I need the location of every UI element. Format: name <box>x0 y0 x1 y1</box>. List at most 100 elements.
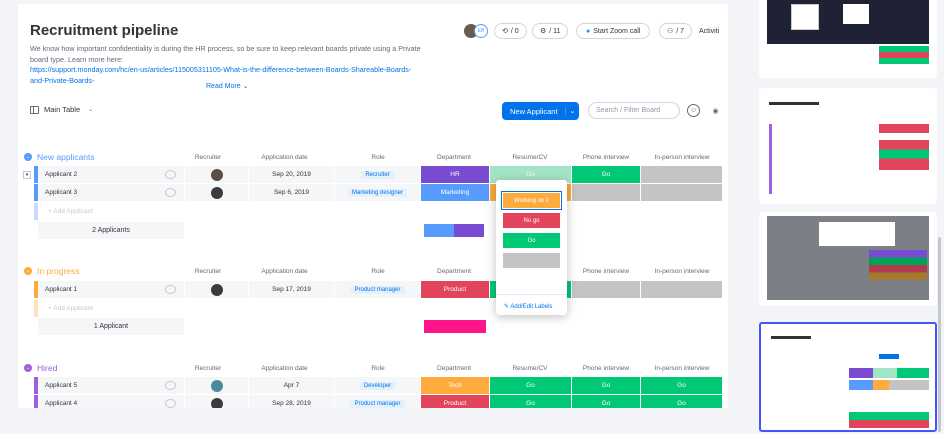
role-cell[interactable]: Developer <box>334 377 420 394</box>
resume-status-cell[interactable]: Go <box>489 395 571 408</box>
group-chevron-icon[interactable]: ⌄ <box>24 267 32 275</box>
favorite-star-icon[interactable]: ☆ <box>162 24 174 39</box>
department-cell[interactable]: Product <box>420 395 489 408</box>
table-row[interactable]: Applicant 1 Sep 17, 2019 Product manager… <box>34 281 728 298</box>
recruiter-cell[interactable] <box>184 184 248 201</box>
column-header-recruiter[interactable]: Recruiter <box>194 268 222 275</box>
person-filter-icon[interactable]: ☺ <box>687 104 700 117</box>
status-option-working-on-it[interactable]: Working on it <box>501 191 562 210</box>
updates-bubble-icon[interactable] <box>165 170 176 179</box>
add-item-row[interactable]: + Add Applicant <box>34 300 728 317</box>
item-name[interactable]: Applicant 5 <box>38 377 184 394</box>
activity-tab[interactable]: Activiti <box>699 27 720 35</box>
resume-status-cell[interactable]: Go <box>489 377 571 394</box>
column-header-phone-interview[interactable]: Phone interview <box>582 365 630 372</box>
chevron-down-icon[interactable]: ⌄ <box>565 107 579 115</box>
phone-status-cell[interactable]: Go <box>571 377 640 394</box>
updates-bubble-icon[interactable] <box>165 188 176 197</box>
date-cell[interactable]: Sep 17, 2019 <box>248 281 334 298</box>
table-row[interactable]: Applicant 5 Apr 7 Developer Tech Go Go G… <box>34 377 728 394</box>
column-header-inperson-interview[interactable]: In-person interview <box>654 268 710 275</box>
date-cell[interactable]: Sep 20, 2019 <box>248 166 334 183</box>
column-header-application-date[interactable]: Application date <box>261 154 308 161</box>
inperson-status-cell[interactable] <box>640 184 722 201</box>
status-option-blank[interactable] <box>503 253 560 268</box>
recruiter-cell[interactable] <box>184 166 248 183</box>
role-cell[interactable]: Product manager <box>334 395 420 408</box>
column-header-department[interactable]: Department <box>437 268 471 275</box>
edit-labels-button[interactable]: ✎ Add/Edit Labels <box>504 304 553 310</box>
phone-status-cell[interactable]: Go <box>571 166 640 183</box>
inperson-status-cell[interactable] <box>640 281 722 298</box>
role-cell[interactable]: Marketing designer <box>334 184 420 201</box>
item-name[interactable]: Applicant 3 <box>38 184 184 201</box>
thumbnail-3[interactable] <box>759 212 937 306</box>
table-row[interactable]: Applicant 3 Sep 6, 2019 Marketing design… <box>34 184 728 201</box>
group-title-in-progress[interactable]: ⌄ In progress <box>24 266 80 276</box>
column-header-phone-interview[interactable]: Phone interview <box>582 154 630 161</box>
thumbnail-1[interactable] <box>759 0 937 78</box>
column-header-inperson-interview[interactable]: In-person interview <box>654 365 710 372</box>
column-header-recruiter[interactable]: Recruiter <box>194 365 222 372</box>
updates-bubble-icon[interactable] <box>165 381 176 390</box>
column-header-application-date[interactable]: Application date <box>261 365 308 372</box>
column-header-department[interactable]: Department <box>437 365 471 372</box>
item-name[interactable]: Applicant 2 <box>38 166 184 183</box>
inperson-status-cell[interactable]: Go <box>640 377 722 394</box>
thumbnail-4-selected[interactable] <box>759 322 937 432</box>
department-cell[interactable]: HR <box>420 166 489 183</box>
updates-bubble-icon[interactable] <box>165 285 176 294</box>
new-applicant-button[interactable]: New Applicant ⌄ <box>502 102 579 120</box>
column-header-inperson-interview[interactable]: In-person interview <box>654 154 710 161</box>
role-cell[interactable]: Recruiter <box>334 166 420 183</box>
description-link[interactable]: https://support.monday.com/hc/en-us/arti… <box>30 65 412 85</box>
phone-status-cell[interactable]: Go <box>571 395 640 408</box>
column-header-role[interactable]: Role <box>371 268 385 275</box>
updates-bubble-icon[interactable] <box>165 399 176 408</box>
view-selector[interactable]: Main Table ⌄ <box>30 105 93 114</box>
date-cell[interactable]: Apr 7 <box>248 377 334 394</box>
column-header-role[interactable]: Role <box>371 365 385 372</box>
department-cell[interactable]: Product <box>420 281 489 298</box>
department-cell[interactable]: Marketing <box>420 184 489 201</box>
item-name[interactable]: Applicant 4 <box>38 395 184 408</box>
zoom-call-button[interactable]: ● Start Zoom call <box>576 23 651 39</box>
board-members[interactable]: EB <box>464 23 488 39</box>
inperson-status-cell[interactable] <box>640 166 722 183</box>
date-cell[interactable]: Sep 6, 2019 <box>248 184 334 201</box>
phone-status-cell[interactable] <box>571 184 640 201</box>
column-header-department[interactable]: Department <box>437 154 471 161</box>
board-title[interactable]: Recruitment pipeline <box>30 22 179 39</box>
inperson-status-cell[interactable]: Go <box>640 395 722 408</box>
group-chevron-icon[interactable]: ⌄ <box>24 364 32 372</box>
item-name[interactable]: Applicant 1 <box>38 281 184 298</box>
column-header-recruiter[interactable]: Recruiter <box>194 154 222 161</box>
table-row[interactable]: Applicant 2 Sep 20, 2019 Recruiter HR Go… <box>34 166 728 183</box>
eye-icon[interactable]: ◉ <box>712 107 719 115</box>
row-checkbox-arrow-icon[interactable]: ▾ <box>23 171 31 179</box>
column-header-resume[interactable]: Resume/CV <box>512 154 548 161</box>
column-header-application-date[interactable]: Application date <box>261 268 308 275</box>
recruiter-cell[interactable] <box>184 281 248 298</box>
role-cell[interactable]: Product manager <box>334 281 420 298</box>
search-input[interactable]: Search / Filter Board <box>588 102 680 119</box>
add-item-row[interactable]: + Add Applicant <box>34 203 728 220</box>
status-option-no-go[interactable]: No go <box>503 213 560 228</box>
date-cell[interactable]: Sep 28, 2019 <box>248 395 334 408</box>
group-title-hired[interactable]: ⌄ Hired <box>24 363 58 373</box>
read-more-link[interactable]: Read More ⌄ <box>206 83 249 90</box>
members-button[interactable]: ⚇ / 7 <box>659 23 693 39</box>
department-cell[interactable]: Tech <box>420 377 489 394</box>
group-title-new-applicants[interactable]: ⌄ New applicants <box>24 152 95 162</box>
column-header-role[interactable]: Role <box>371 154 385 161</box>
scrollbar[interactable] <box>938 237 941 432</box>
table-row[interactable]: Applicant 4 Sep 28, 2019 Product manager… <box>34 395 728 408</box>
phone-status-cell[interactable] <box>571 281 640 298</box>
column-header-resume[interactable]: Resume/CV <box>512 365 548 372</box>
group-chevron-icon[interactable]: ⌄ <box>24 153 32 161</box>
column-header-phone-interview[interactable]: Phone interview <box>582 268 630 275</box>
status-option-go[interactable]: Go <box>503 233 560 248</box>
thumbnail-2[interactable] <box>759 88 937 204</box>
recruiter-cell[interactable] <box>184 377 248 394</box>
activity-button[interactable]: ⟲ / 0 <box>494 23 527 39</box>
